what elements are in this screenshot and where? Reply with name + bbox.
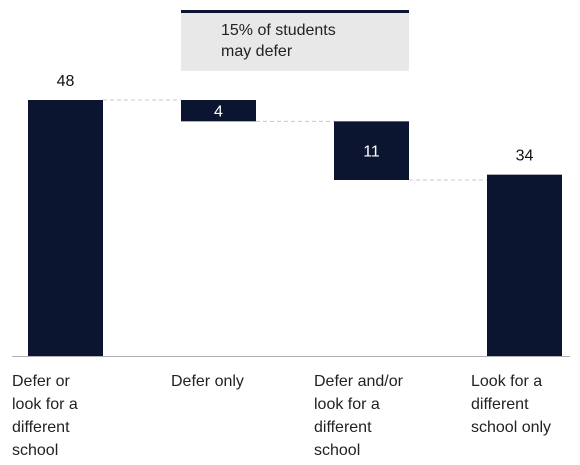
category-label: look for a	[314, 396, 380, 413]
annotation-text: may defer	[221, 43, 293, 60]
bar	[181, 100, 256, 122]
bar	[334, 121, 409, 180]
category-label: Defer or	[12, 373, 70, 390]
category-label: different	[314, 419, 372, 436]
data-label: 34	[516, 148, 534, 165]
bar	[28, 100, 103, 356]
data-label: 4	[214, 104, 223, 121]
data-label: 48	[57, 73, 75, 90]
category-label: school	[314, 442, 360, 459]
annotation-box	[181, 10, 409, 71]
annotation-border	[181, 10, 409, 13]
category-label: Defer only	[171, 373, 244, 390]
category-label: different	[12, 419, 70, 436]
bar	[487, 174, 562, 356]
category-label: look for a	[12, 396, 78, 413]
category-label: school	[12, 442, 58, 459]
data-label: 11	[363, 144, 380, 161]
category-label: school only	[471, 419, 551, 436]
annotation-text: 15% of students	[221, 22, 336, 39]
category-label: different	[471, 396, 529, 413]
category-label: Look for a	[471, 373, 542, 390]
category-label: Defer and/or	[314, 373, 404, 390]
